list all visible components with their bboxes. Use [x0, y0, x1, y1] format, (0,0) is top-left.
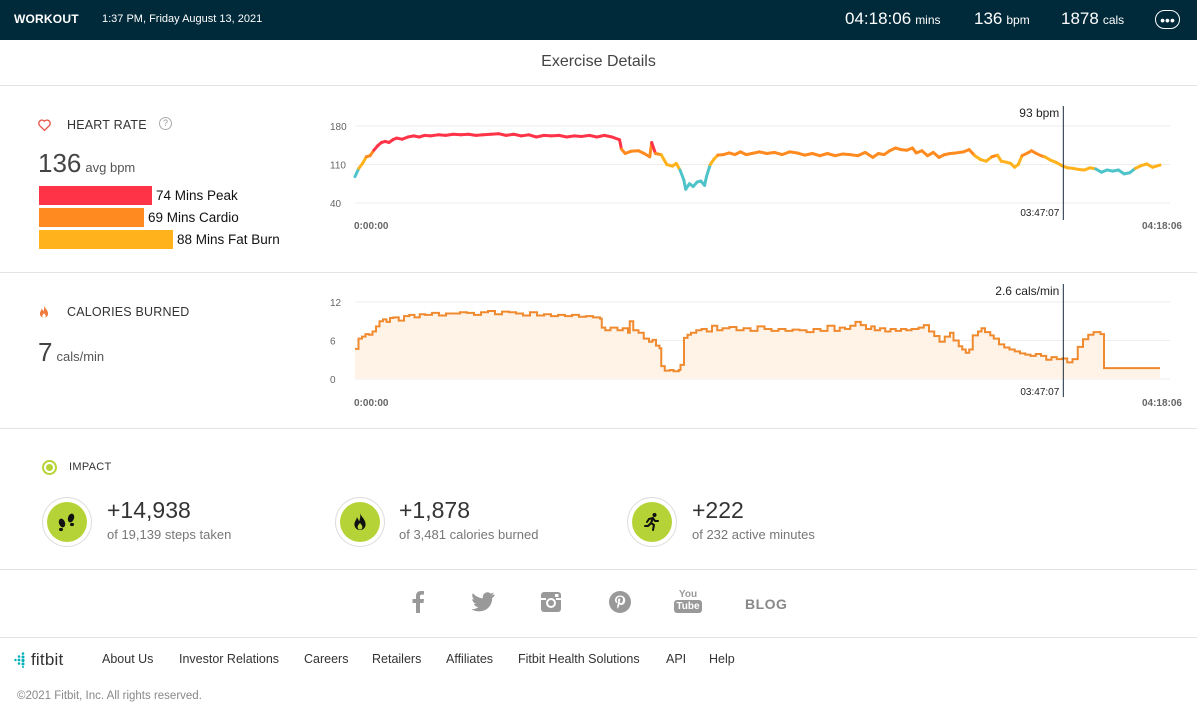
impact-label: IMPACT [69, 461, 112, 473]
impact-calories-value: +1,878 [399, 497, 470, 523]
cals-per-min-unit: cals/min [56, 349, 105, 364]
footer-link-help[interactable]: Help [709, 652, 735, 666]
heart-icon [38, 118, 51, 136]
impact-calories-sub: of 3,481 calories burned [399, 527, 539, 542]
fitbit-logo-icon [14, 652, 25, 668]
impact-steps-badge [42, 497, 92, 547]
runner-icon [632, 502, 672, 542]
heart-rate-segment [650, 141, 657, 155]
zone-bar-peak [39, 186, 152, 205]
footer-link-careers[interactable]: Careers [304, 652, 349, 666]
flame-icon [340, 502, 380, 542]
zone-label-peak: 74 Mins Peak [156, 188, 238, 203]
heart-rate-segment [618, 138, 623, 151]
heart-rate-segment [703, 175, 708, 187]
heart-rate-segment [863, 150, 875, 159]
heart-rate-chart[interactable]: 180 110 40 93 bpm 03:47:07 0:00:00 04:18:06 [330, 92, 1185, 232]
marker-value: 93 bpm [1019, 106, 1059, 120]
impact-steps-value: +14,938 [107, 497, 191, 523]
footer-link-retailers[interactable]: Retailers [372, 652, 422, 666]
youtube-top-text: You [678, 589, 698, 600]
pinterest-icon[interactable] [606, 588, 634, 616]
avg-bpm-unit: avg bpm [85, 160, 136, 175]
footer-link-about-us[interactable]: About Us [102, 652, 154, 666]
fitbit-logo-text: fitbit [31, 650, 64, 669]
avg-bpm: 136 avg bpm [38, 148, 135, 179]
x-start-label: 0:00:00 [354, 398, 389, 409]
bpm-stat: 136 bpm [974, 9, 1030, 29]
heart-rate-segment [659, 153, 669, 166]
x-end-label: 04:18:06 [1142, 398, 1182, 409]
facebook-icon[interactable] [404, 588, 432, 616]
impact-calories-badge [335, 497, 385, 547]
y-tick-label: 6 [330, 337, 336, 348]
cals-stat: 1878 cals [1061, 9, 1124, 29]
workout-datetime: 1:37 PM, Friday August 13, 2021 [102, 13, 263, 25]
cals-value: 1878 [1061, 9, 1099, 28]
impact-active-sub: of 232 active minutes [692, 527, 815, 542]
instagram-icon[interactable] [537, 588, 565, 616]
y-tick-label: 110 [330, 161, 346, 172]
page-title: Exercise Details [0, 40, 1197, 86]
footsteps-icon [47, 502, 87, 542]
calories-chart[interactable]: 12 6 0 2.6 cals/min 03:47:07 0:00:00 04:18:06 [330, 283, 1185, 413]
avg-bpm-value: 136 [38, 148, 82, 178]
heart-rate-section: HEART RATE ? 136 avg bpm 74 Mins Peak 69 … [0, 86, 1197, 273]
youtube-bottom-text: Tube [674, 600, 702, 613]
calories-line [355, 309, 1160, 373]
heart-rate-segment [704, 163, 712, 179]
cals-per-min-value: 7 [38, 337, 53, 367]
heart-rate-segment [678, 168, 686, 182]
heart-rate-segment [353, 166, 361, 179]
blog-link[interactable]: BLOG [745, 596, 788, 612]
flame-icon [38, 305, 50, 324]
impact-active-value: +222 [692, 497, 744, 523]
marker-time: 03:47:07 [1020, 387, 1059, 398]
more-options-button[interactable]: ••• [1155, 10, 1180, 29]
cals-unit: cals [1102, 13, 1125, 27]
copyright: ©2021 Fitbit, Inc. All rights reserved. [17, 690, 202, 702]
heart-rate-segment [1150, 163, 1162, 169]
bpm-unit: bpm [1006, 13, 1030, 27]
zone-label-fat-burn: 88 Mins Fat Burn [177, 232, 280, 247]
marker-time: 03:47:07 [1020, 208, 1059, 219]
twitter-icon[interactable] [469, 588, 497, 616]
cals-per-min: 7 cals/min [38, 337, 104, 368]
zone-label-cardio: 69 Mins Cardio [148, 210, 239, 225]
youtube-icon[interactable]: You Tube [674, 584, 702, 618]
zone-bar-fat-burn [39, 230, 173, 249]
calories-section: CALORIES BURNED 7 cals/min 12 6 0 2.6 cals/m… [0, 273, 1197, 429]
impact-section: IMPACT [0, 429, 1197, 570]
footer-link-health-solutions[interactable]: Fitbit Health Solutions [518, 652, 640, 666]
impact-steps-sub: of 19,139 steps taken [107, 527, 232, 542]
bpm-value: 136 [974, 9, 1003, 28]
y-tick-label: 12 [330, 298, 342, 309]
calories-area [355, 310, 1160, 379]
duration-unit: mins [915, 13, 941, 27]
impact-active-badge [627, 497, 677, 547]
x-start-label: 0:00:00 [354, 221, 389, 232]
footer-link-affiliates[interactable]: Affiliates [446, 652, 494, 666]
social-bar: You Tube BLOG [0, 570, 1197, 638]
heart-rate-label: HEART RATE [67, 118, 147, 132]
target-icon [42, 460, 57, 475]
fitbit-logo[interactable]: fitbit [14, 650, 63, 670]
y-tick-label: 40 [330, 199, 342, 210]
duration-stat: 04:18:06 mins [845, 9, 941, 29]
marker-value: 2.6 cals/min [995, 284, 1059, 298]
duration-value: 04:18:06 [845, 9, 912, 28]
footer: fitbit About Us Investor Relations Caree… [0, 638, 1197, 723]
heart-rate-help-icon[interactable]: ? [159, 117, 172, 130]
heart-rate-segment [1016, 154, 1024, 166]
workout-title: WORKOUT [14, 12, 79, 26]
y-tick-label: 0 [330, 375, 336, 386]
calories-label: CALORIES BURNED [67, 305, 190, 319]
top-bar: WORKOUT 1:37 PM, Friday August 13, 2021 … [0, 0, 1197, 40]
footer-link-api[interactable]: API [666, 652, 687, 666]
zone-bar-cardio [39, 208, 144, 227]
x-end-label: 04:18:06 [1142, 221, 1182, 232]
footer-link-investor-relations[interactable]: Investor Relations [179, 652, 280, 666]
y-tick-label: 180 [330, 122, 347, 133]
